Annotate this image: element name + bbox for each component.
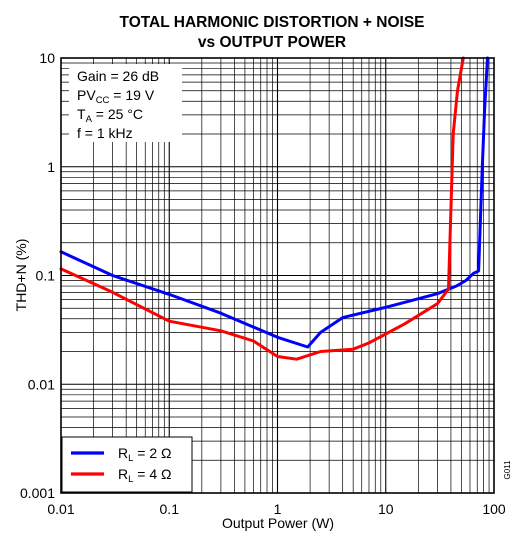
plot-frame — [60, 57, 495, 494]
x-tick-label: 0.01 — [47, 501, 74, 517]
figure-code: G011 — [503, 460, 512, 480]
y-tick-label: 0.01 — [28, 376, 55, 392]
legend-label-rl-4ohm: RL = 4 Ω — [118, 466, 172, 485]
legend-box — [61, 436, 193, 493]
chart-subtitle: vs OUTPUT POWER — [198, 34, 346, 51]
series-line-rl-4ohm — [59, 56, 465, 361]
x-tick-label: 10 — [378, 501, 394, 517]
legend-label-rl-2ohm: RL = 2 Ω — [118, 445, 172, 464]
chart-title: TOTAL HARMONIC DISTORTION + NOISE — [120, 14, 425, 31]
y-tick-label: 10 — [39, 50, 55, 66]
condition-pvcc: PVCC = 19 V — [77, 87, 155, 106]
y-tick-label: 1 — [47, 159, 55, 175]
x-tick-label: 100 — [482, 501, 506, 517]
y-tick-label: 0.1 — [36, 268, 56, 284]
condition-frequency: f = 1 kHz — [77, 125, 133, 141]
condition-ta: TA = 25 °C — [77, 106, 143, 125]
y-tick-label: 0.001 — [20, 485, 55, 501]
series-layer — [59, 56, 489, 361]
conditions-box: Gain = 26 dB PVCC = 19 V TA = 25 °C f = … — [69, 64, 182, 142]
condition-gain: Gain = 26 dB — [77, 68, 159, 84]
series-line-rl-2ohm — [59, 56, 489, 349]
x-tick-label: 1 — [274, 501, 282, 517]
y-axis-label: THD+N (%) — [13, 239, 29, 312]
conditions-background — [69, 64, 182, 142]
x-axis-label: Output Power (W) — [222, 515, 334, 531]
x-tick-label: 0.1 — [160, 501, 180, 517]
legend: RL = 2 Ω RL = 4 Ω — [61, 436, 193, 493]
